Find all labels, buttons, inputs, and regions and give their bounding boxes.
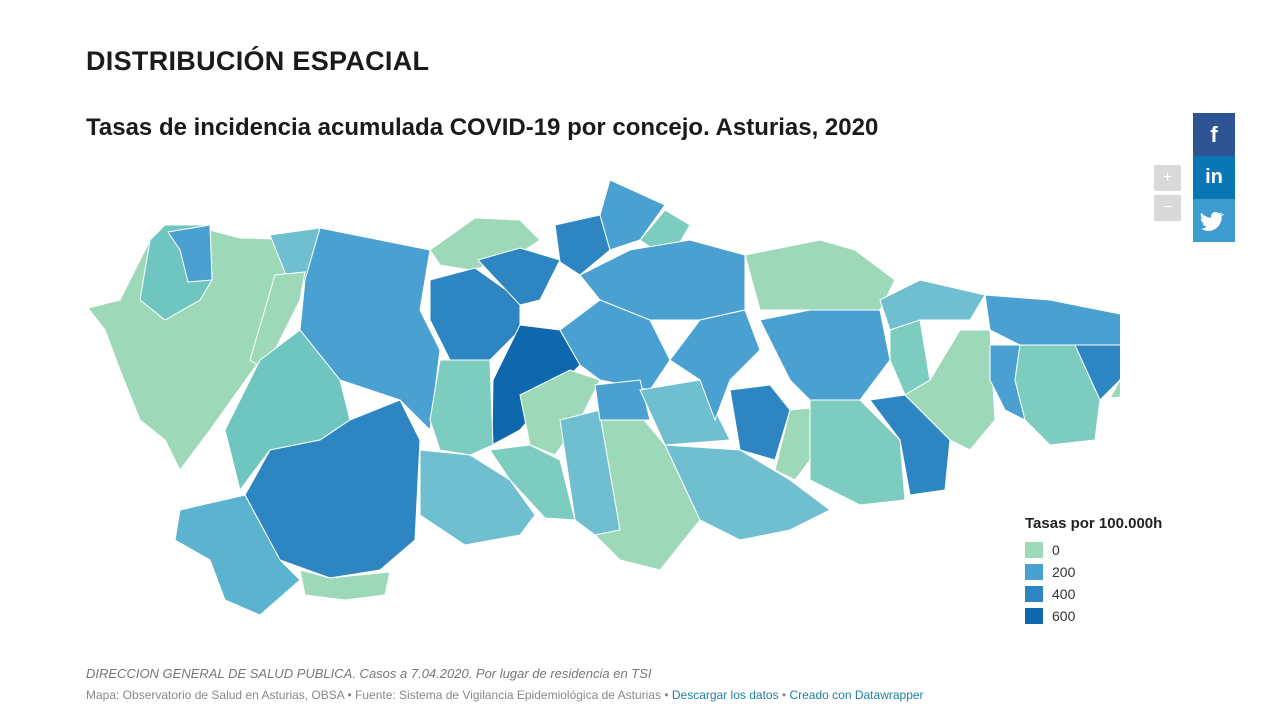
region: [299, 227, 441, 432]
legend-swatch: [1025, 542, 1043, 558]
legend-item: 600: [1025, 607, 1075, 625]
region: [167, 224, 213, 283]
region: [599, 179, 666, 251]
legend-title: Tasas por 100.000h: [1025, 515, 1163, 532]
facebook-button[interactable]: f: [1193, 113, 1235, 156]
separator: •: [664, 688, 669, 702]
region: [429, 359, 494, 456]
zoom-in[interactable]: +: [1154, 165, 1181, 191]
source-line: Mapa: Observatorio de Salud en Asturias,…: [86, 688, 924, 702]
zoom-out[interactable]: −: [1154, 195, 1181, 221]
credit-link[interactable]: Creado con Datawrapper: [789, 688, 924, 702]
region: [879, 279, 986, 331]
region: [669, 309, 761, 422]
region: [744, 239, 896, 311]
region: [1109, 378, 1120, 399]
footnote: DIRECCION GENERAL DE SALUD PUBLICA. Caso…: [86, 666, 652, 681]
region: [429, 267, 521, 361]
region: [774, 407, 811, 481]
legend-item: 0: [1025, 541, 1060, 559]
legend-label: 0: [1052, 542, 1060, 558]
section-title: DISTRIBUCIÓN ESPACIAL: [86, 46, 430, 76]
region: [759, 309, 891, 401]
region: [554, 214, 611, 276]
choropleth-map: [87, 179, 1120, 616]
region: [299, 569, 391, 601]
region: [1074, 344, 1120, 401]
legend-label: 600: [1052, 608, 1076, 624]
legend-swatch: [1025, 586, 1043, 602]
twitter-icon: [1200, 211, 1224, 231]
region: [174, 494, 301, 616]
legend-swatch: [1025, 564, 1043, 580]
legend-label: 200: [1052, 564, 1076, 580]
region: [559, 299, 671, 391]
linkedin-button[interactable]: in: [1193, 156, 1235, 199]
region: [419, 449, 536, 546]
region: [729, 384, 791, 461]
region: [984, 294, 1120, 346]
source: Mapa: Observatorio de Salud en Asturias,…: [86, 688, 661, 702]
region: [249, 271, 306, 371]
region: [594, 379, 651, 421]
region: [593, 414, 701, 571]
legend-label: 400: [1052, 586, 1076, 602]
download-link[interactable]: Descargar los datos: [671, 688, 779, 702]
legend-item: 400: [1025, 585, 1075, 603]
legend-swatch: [1025, 608, 1043, 624]
region: [664, 444, 831, 541]
twitter-button[interactable]: [1193, 199, 1235, 242]
legend-item: 200: [1025, 563, 1075, 581]
region: [477, 247, 561, 306]
map-title: Tasas de incidencia acumulada COVID-19 p…: [86, 114, 879, 141]
separator: •: [781, 688, 787, 702]
